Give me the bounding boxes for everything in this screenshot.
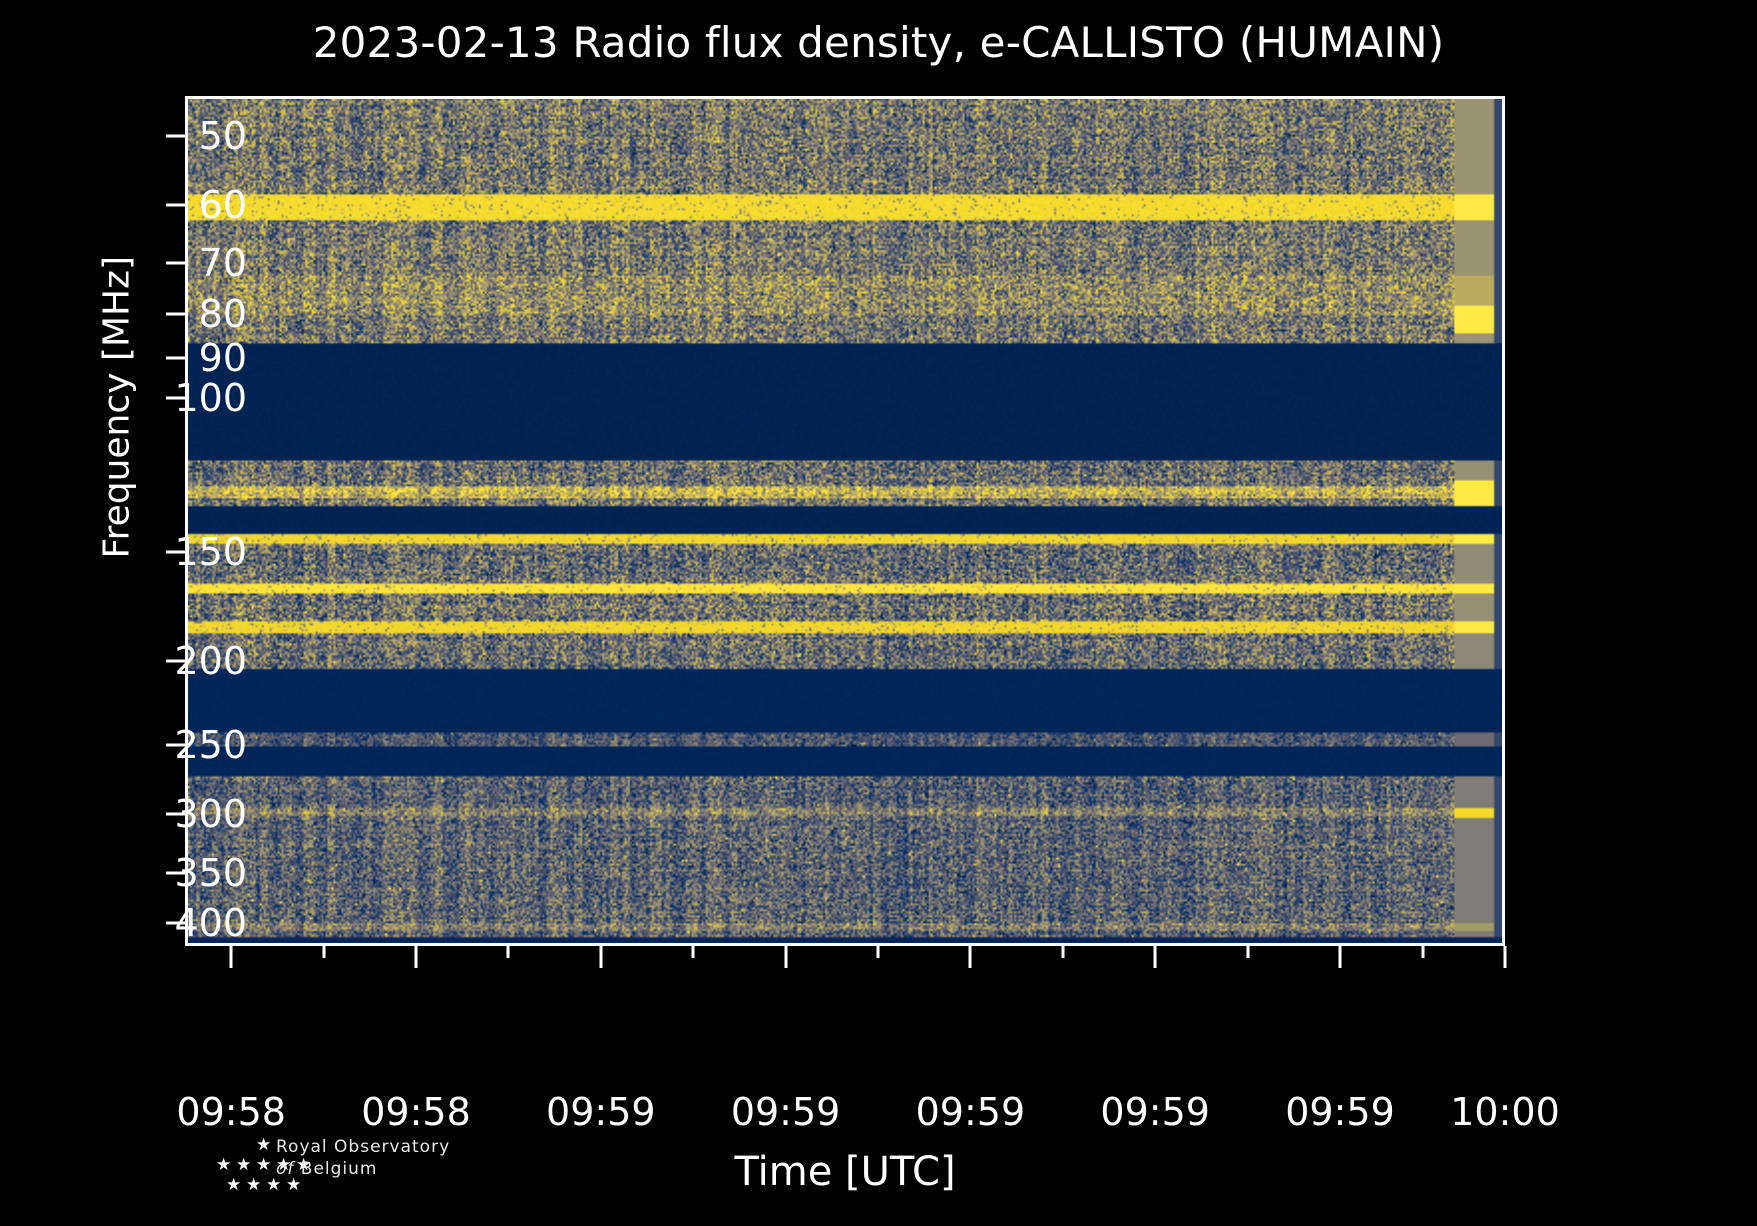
y-tick-mark (166, 550, 185, 554)
y-tick-mark (166, 812, 185, 816)
star-icon: ★ (236, 1155, 252, 1175)
y-tick-mark (166, 871, 185, 874)
y-tick-label-400: 400 (174, 901, 247, 946)
y-tick-label-200: 200 (174, 638, 247, 683)
star-icon: ★ (286, 1175, 302, 1195)
x-tick-label-0: 09:58 (176, 1090, 286, 1134)
spectrogram-image (188, 99, 1502, 943)
x-tick-label-4: 09:59 (915, 1090, 1026, 1134)
star-icon: ★ (246, 1175, 262, 1195)
y-tick-mark (166, 743, 185, 747)
y-tick-mark (166, 203, 185, 207)
x-tick-mark (1338, 946, 1342, 968)
x-tick-label-5: 09:59 (1100, 1090, 1210, 1134)
logo-line-1: Royal Observatory (276, 1137, 451, 1157)
logo-of-word: of (276, 1159, 295, 1179)
y-tick-label-100: 100 (174, 376, 247, 421)
logo-country: Belgium (300, 1159, 378, 1179)
x-tick-mark (229, 946, 233, 968)
y-tick-mark (166, 312, 185, 316)
x-tick-label-2: 09:59 (546, 1090, 656, 1134)
page-title: 2023-02-13 Radio flux density, e-CALLIST… (312, 18, 1445, 67)
x-tick-mark-minor (1246, 946, 1250, 958)
x-axis-label: Time [UTC] (734, 1149, 956, 1195)
plot-area (185, 96, 1505, 946)
star-icon: ★ (266, 1175, 282, 1195)
y-tick-mark (166, 134, 185, 138)
y-tick-mark (166, 356, 185, 360)
x-tick-mark (1503, 946, 1507, 968)
x-tick-label-7: 10:00 (1450, 1090, 1560, 1134)
logo-line-2: of Belgium (276, 1159, 596, 1179)
y-tick-label-50: 50 (198, 113, 247, 158)
y-tick-label-350: 350 (174, 850, 247, 895)
x-tick-mark (784, 946, 788, 968)
star-icon: ★ (296, 1155, 312, 1175)
y-tick-mark (166, 921, 185, 925)
x-tick-label-1: 09:58 (361, 1090, 471, 1134)
x-tick-mark-minor (1421, 946, 1424, 958)
y-tick-mark (166, 659, 185, 663)
x-tick-mark (414, 946, 418, 968)
x-tick-mark (599, 946, 603, 968)
y-tick-mark (166, 396, 185, 400)
y-tick-label-80: 80 (198, 291, 247, 336)
star-icon: ★ (216, 1155, 232, 1175)
royal-observatory-logo: ★ ★ ★ ★ ★ ★ ★ ★ ★ ★ Royal Observatory of Belgium (178, 1133, 598, 1203)
y-tick-label-150: 150 (174, 529, 247, 574)
x-tick-mark-minor (1061, 946, 1065, 958)
y-tick-mark (166, 261, 185, 265)
logo-text: Royal Observatory of Belgium (276, 1137, 596, 1179)
star-icon: ★ (256, 1135, 272, 1155)
star-cluster-icon: ★ ★ ★ ★ ★ ★ ★ ★ ★ ★ (178, 1133, 348, 1201)
x-tick-mark (968, 946, 972, 968)
y-tick-label-90: 90 (198, 336, 247, 381)
y-tick-label-70: 70 (198, 241, 247, 286)
x-tick-mark-minor (691, 946, 695, 958)
x-tick-mark (1153, 946, 1157, 968)
x-tick-label-3: 09:59 (730, 1090, 841, 1134)
y-tick-label-300: 300 (174, 792, 247, 837)
y-tick-label-250: 250 (174, 723, 247, 768)
x-tick-label-6: 09:59 (1285, 1090, 1395, 1134)
x-tick-mark-minor (506, 946, 510, 958)
x-tick-mark-minor (322, 946, 326, 958)
x-tick-mark-minor (876, 946, 880, 958)
star-icon: ★ (226, 1175, 242, 1195)
star-icon: ★ (256, 1155, 272, 1175)
star-icon: ★ (276, 1155, 292, 1175)
y-tick-label-60: 60 (198, 182, 247, 227)
